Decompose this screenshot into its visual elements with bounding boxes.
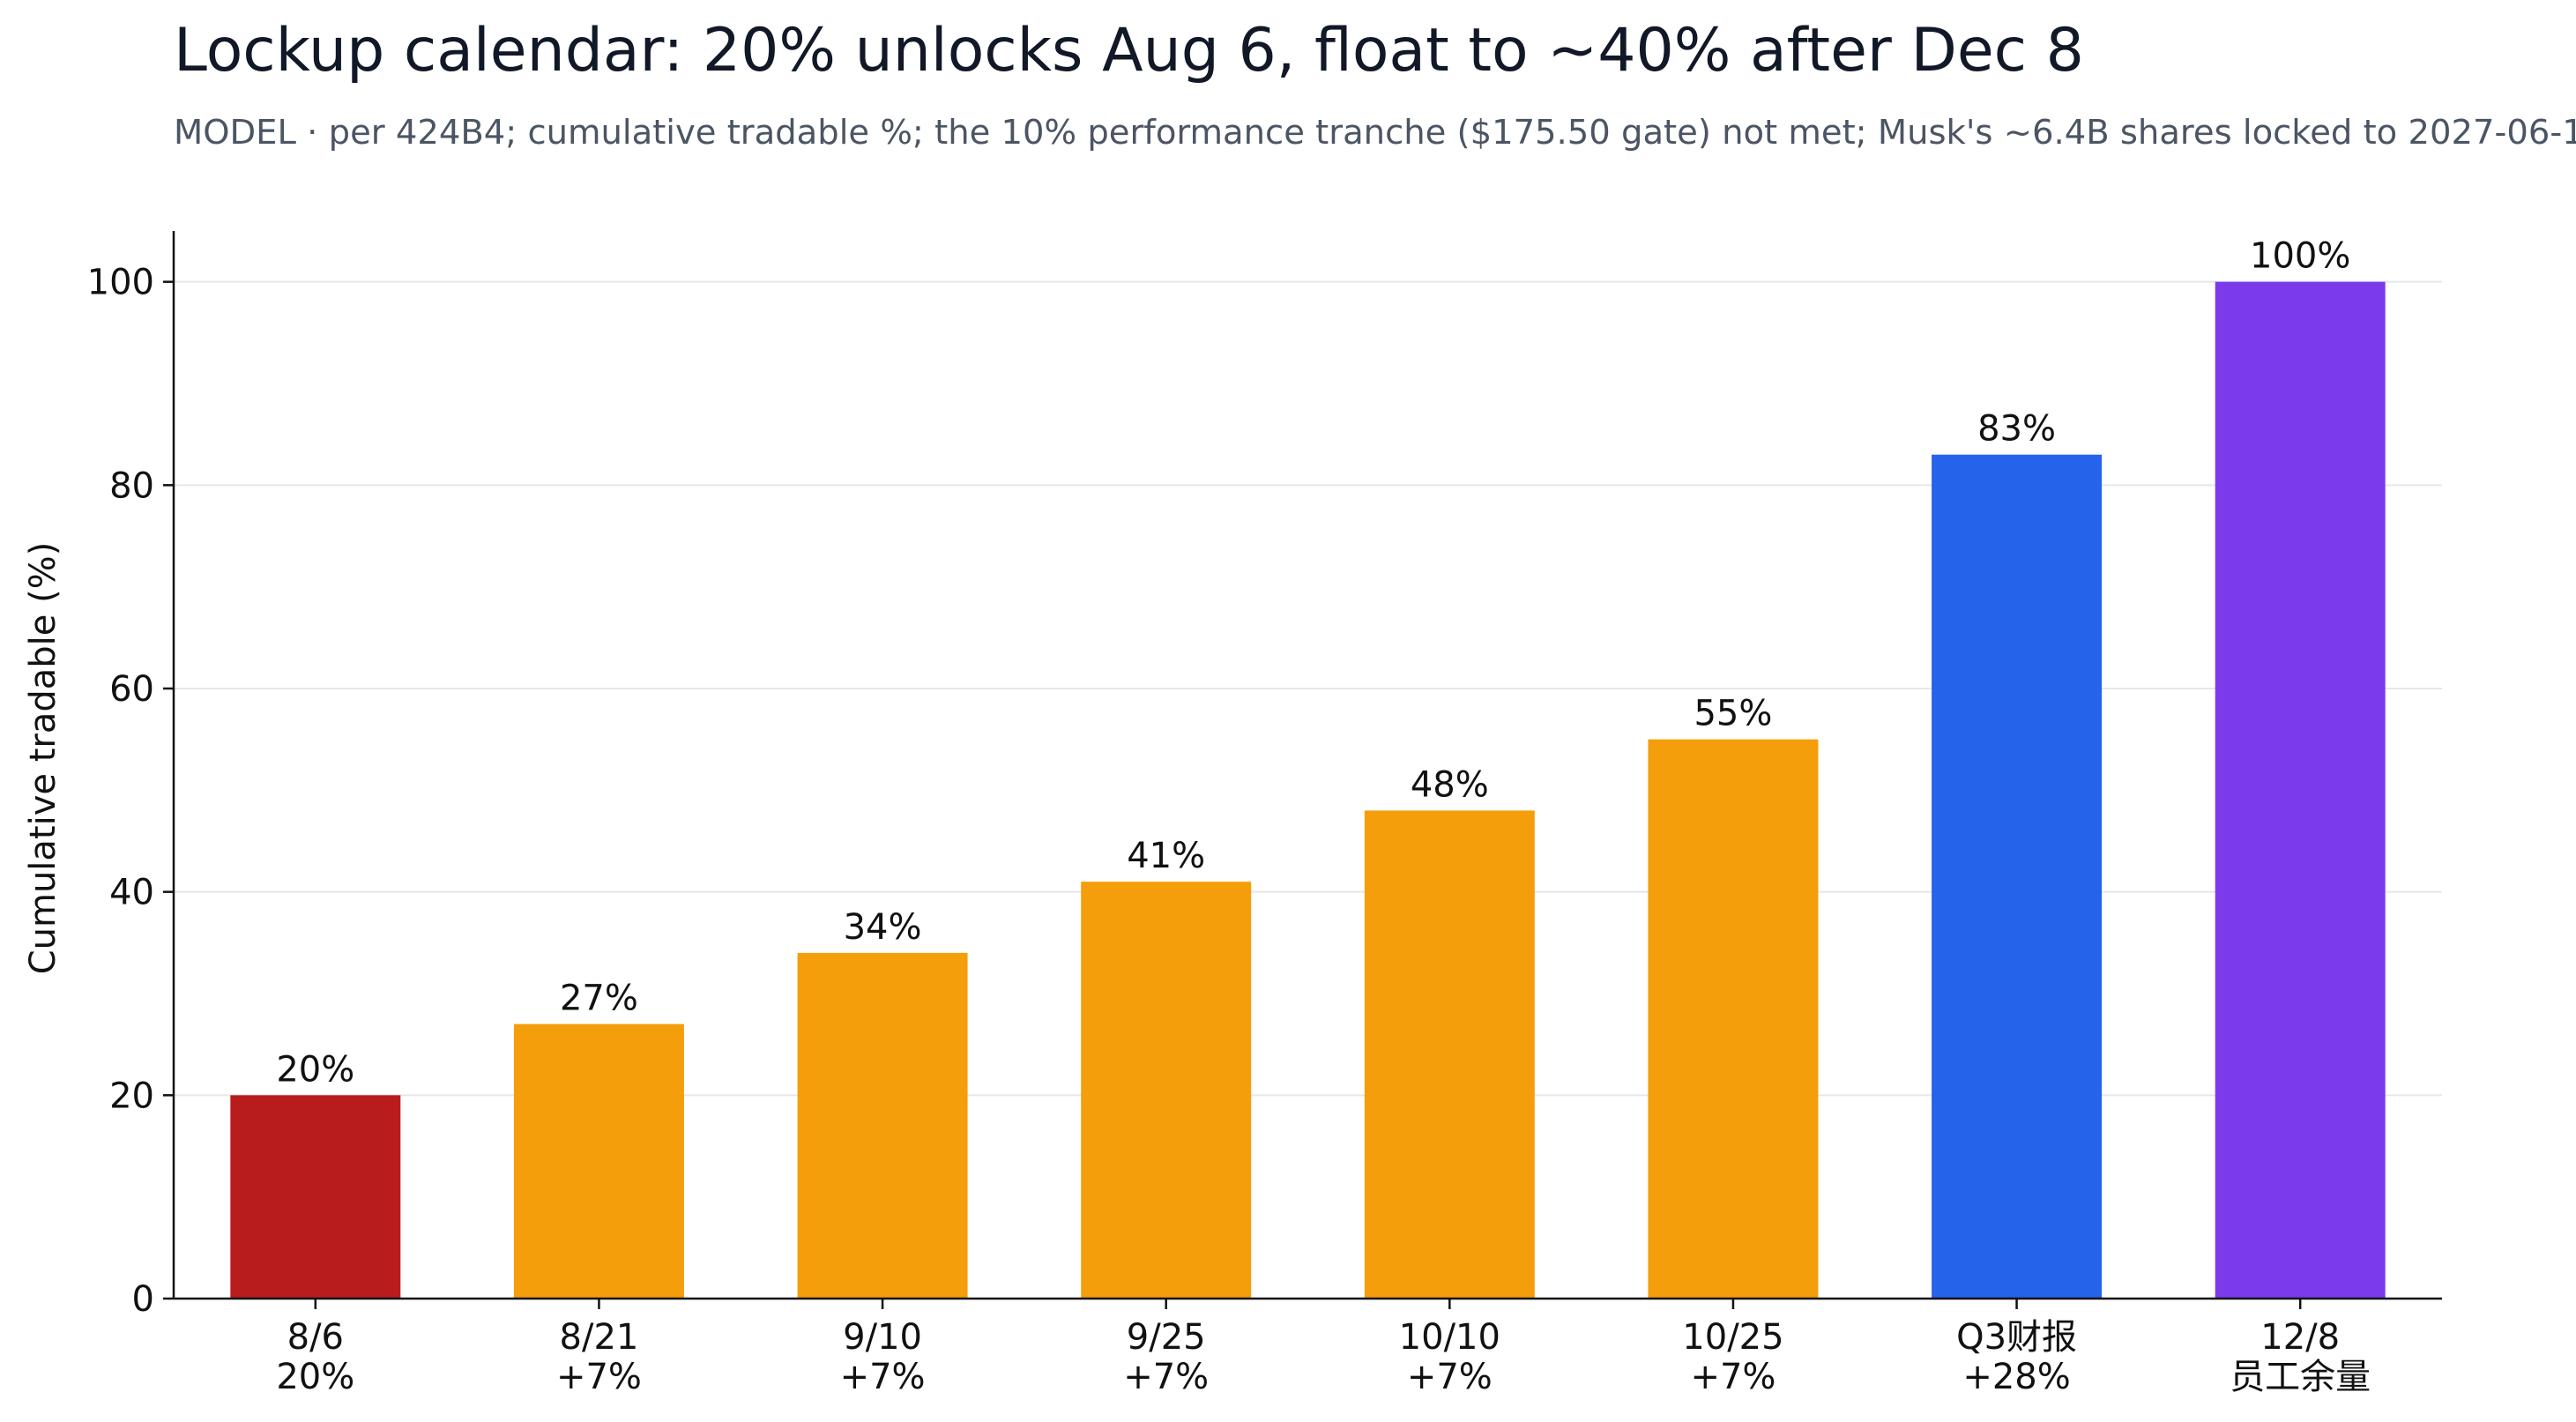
x-tick-sublabel: +7% [1123, 1357, 1209, 1397]
bar-value-label: 41% [1127, 836, 1205, 876]
bar [1364, 810, 1535, 1299]
x-tick-sublabel: +28% [1962, 1357, 2070, 1397]
y-tick-label: 40 [109, 873, 154, 913]
bars [230, 281, 2386, 1299]
bar [1932, 454, 2103, 1299]
bar [1648, 739, 1819, 1299]
x-tick-sublabel: 员工余量 [2230, 1357, 2371, 1397]
chart-subtitle: MODEL · per 424B4; cumulative tradable %… [174, 113, 2576, 153]
bar-value-label: 100% [2250, 236, 2350, 277]
labels: 02040608010020%8/620%27%8/21+7%34%9/10+7… [87, 236, 2371, 1397]
x-tick-sublabel: +7% [840, 1357, 926, 1397]
bar [1081, 882, 1252, 1299]
bar-value-label: 34% [844, 907, 922, 948]
x-tick-label: Q3财报 [1956, 1317, 2077, 1358]
bar-value-label: 48% [1411, 764, 1489, 805]
y-tick-label: 100 [87, 263, 154, 303]
x-tick-sublabel: +7% [1407, 1357, 1493, 1397]
bar [513, 1024, 684, 1299]
x-tick-sublabel: +7% [556, 1357, 642, 1397]
x-tick-label: 10/25 [1682, 1317, 1783, 1358]
y-tick-label: 0 [132, 1279, 154, 1320]
x-tick-label: 9/25 [1127, 1317, 1206, 1358]
y-tick-label: 80 [109, 465, 154, 506]
x-tick-label: 8/6 [287, 1317, 344, 1358]
bar [797, 952, 968, 1299]
y-axis-label: Cumulative tradable (%) [23, 542, 63, 975]
chart-title: Lockup calendar: 20% unlocks Aug 6, floa… [174, 16, 2084, 86]
x-tick-sublabel: 20% [276, 1357, 354, 1397]
bar-value-label: 20% [276, 1049, 354, 1090]
y-tick-label: 60 [109, 669, 154, 710]
bar-value-label: 83% [1977, 409, 2056, 450]
axes [163, 231, 2442, 1309]
x-tick-label: 12/8 [2260, 1317, 2340, 1358]
bar [230, 1095, 401, 1299]
bar-value-label: 55% [1694, 694, 1772, 734]
x-tick-label: 8/21 [560, 1317, 639, 1358]
x-tick-label: 9/10 [843, 1317, 922, 1358]
x-tick-label: 10/10 [1399, 1317, 1500, 1358]
bar-value-label: 27% [560, 979, 638, 1019]
y-tick-label: 20 [109, 1076, 154, 1116]
x-tick-sublabel: +7% [1690, 1357, 1776, 1397]
bar [2215, 281, 2386, 1299]
